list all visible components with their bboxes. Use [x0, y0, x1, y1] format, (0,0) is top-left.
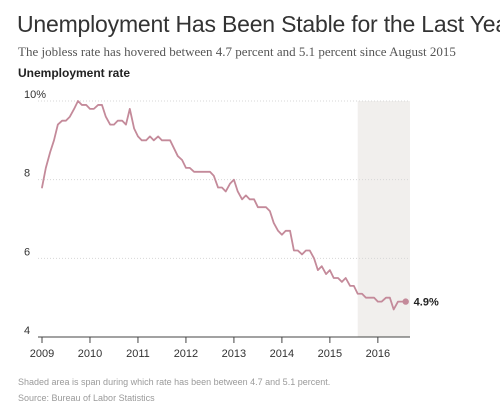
- y-tick-label: 10%: [24, 89, 46, 101]
- chart-note: Shaded area is span during which rate ha…: [18, 377, 331, 387]
- chart-title: Unemployment Has Been Stable for the Las…: [17, 11, 500, 37]
- x-tick-label: 2016: [366, 348, 390, 360]
- x-tick-label: 2013: [222, 348, 246, 360]
- end-value-label: 4.9%: [414, 297, 439, 309]
- x-tick-label: 2012: [174, 348, 198, 360]
- y-tick-label: 6: [24, 246, 30, 258]
- x-tick-label: 2014: [270, 348, 294, 360]
- x-tick-label: 2009: [30, 348, 54, 360]
- x-tick-label: 2010: [78, 348, 102, 360]
- unemployment-line: [41, 100, 407, 311]
- y-axis-title: Unemployment rate: [18, 66, 131, 80]
- y-tick-label: 8: [24, 168, 30, 180]
- x-tick-label: 2015: [318, 348, 342, 360]
- chart-subtitle: The jobless rate has hovered between 4.7…: [18, 44, 456, 59]
- y-tick-label: 4: [24, 325, 30, 337]
- end-point-marker: [402, 298, 409, 305]
- chart-source: Source: Bureau of Labor Statistics: [18, 393, 155, 403]
- x-tick-label: 2011: [126, 348, 150, 360]
